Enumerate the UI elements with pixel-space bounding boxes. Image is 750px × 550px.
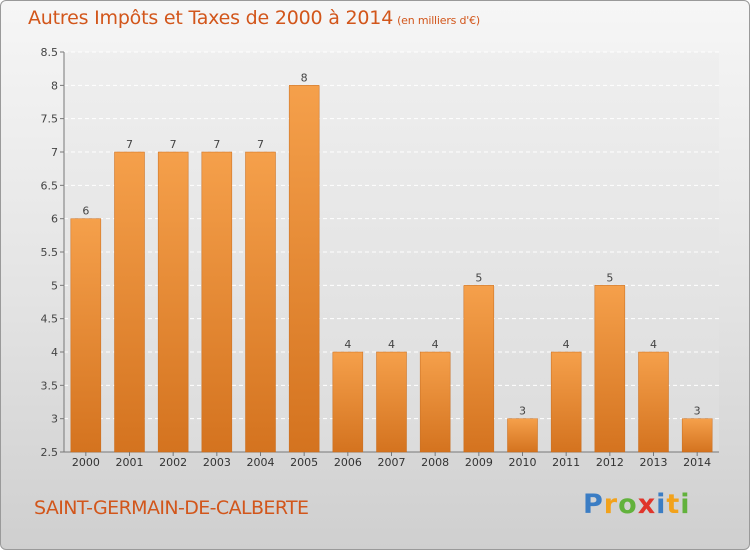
- y-tick-label: 7: [51, 146, 58, 159]
- logo-letter: r: [603, 489, 619, 520]
- y-tick-label: 3: [51, 413, 58, 426]
- bar-value-label: 5: [475, 271, 482, 284]
- logo-letter: x: [637, 489, 657, 520]
- y-tick-label: 7.5: [41, 113, 59, 126]
- bar-value-label: 7: [213, 138, 220, 151]
- unit-note: (en milliers d'€): [397, 14, 480, 27]
- bar-value-label: 7: [170, 138, 177, 151]
- bar: [419, 351, 451, 453]
- x-tick-label: 2014: [683, 456, 711, 469]
- x-tick-label: 2009: [465, 456, 493, 469]
- bar-value-label: 7: [126, 138, 133, 151]
- logo-letter: i: [680, 489, 691, 520]
- bar-value-label: 4: [563, 338, 570, 351]
- x-tick-label: 2002: [159, 456, 187, 469]
- bar: [157, 151, 189, 453]
- bar-value-label: 7: [257, 138, 264, 151]
- y-tick-label: 6: [51, 213, 58, 226]
- logo-letter: o: [618, 489, 638, 520]
- bar: [332, 351, 364, 453]
- bar: [507, 418, 538, 453]
- y-tick-label: 2.5: [41, 446, 59, 459]
- y-tick-label: 8: [51, 79, 58, 92]
- bar: [288, 85, 320, 453]
- bar-value-label: 4: [650, 338, 657, 351]
- x-tick-label: 2008: [421, 456, 449, 469]
- y-tick-label: 4: [51, 346, 58, 359]
- x-tick-label: 2007: [378, 456, 406, 469]
- bar: [550, 351, 582, 453]
- y-tick-label: 5.5: [41, 246, 59, 259]
- bar: [245, 151, 276, 453]
- proxiti-logo: Proxiti: [583, 489, 691, 520]
- chart-title: Autres Impôts et Taxes de 2000 à 2014 (en…: [28, 7, 480, 29]
- x-tick-label: 2001: [116, 456, 144, 469]
- bar-value-label: 3: [519, 405, 526, 418]
- x-tick-label: 2006: [334, 456, 362, 469]
- bar-value-label: 6: [82, 205, 89, 218]
- bar-value-label: 4: [388, 338, 395, 351]
- bar: [114, 151, 145, 453]
- chart-title-text: Autres Impôts et Taxes de 2000 à 2014: [28, 7, 394, 29]
- bar: [638, 351, 669, 453]
- y-tick-label: 3.5: [41, 379, 59, 392]
- bar: [594, 285, 626, 453]
- x-tick-label: 2011: [552, 456, 580, 469]
- commune-name: SAINT-GERMAIN-DE-CALBERTE: [34, 497, 309, 519]
- logo-letter: P: [583, 489, 604, 520]
- x-tick-label: 2004: [247, 456, 275, 469]
- bar-value-label: 8: [301, 71, 308, 84]
- bar-value-label: 4: [344, 338, 351, 351]
- x-tick-label: 2010: [509, 456, 537, 469]
- bar-value-label: 3: [694, 405, 701, 418]
- y-tick-label: 4.5: [41, 313, 59, 326]
- x-tick-label: 2000: [72, 456, 100, 469]
- x-tick-label: 2013: [640, 456, 668, 469]
- bar-value-label: 5: [606, 271, 613, 284]
- bar: [201, 151, 233, 453]
- x-tick-label: 2003: [203, 456, 231, 469]
- x-tick-label: 2012: [596, 456, 624, 469]
- y-tick-label: 8.5: [41, 46, 59, 59]
- y-tick-label: 6.5: [41, 179, 59, 192]
- bar-value-label: 4: [432, 338, 439, 351]
- logo-letter: i: [656, 489, 667, 520]
- x-tick-label: 2005: [290, 456, 318, 469]
- bar: [376, 351, 407, 453]
- logo-letter: t: [666, 489, 681, 520]
- bar: [463, 285, 495, 453]
- bar: [681, 418, 713, 453]
- y-tick-label: 5: [51, 279, 58, 292]
- bar: [70, 218, 102, 453]
